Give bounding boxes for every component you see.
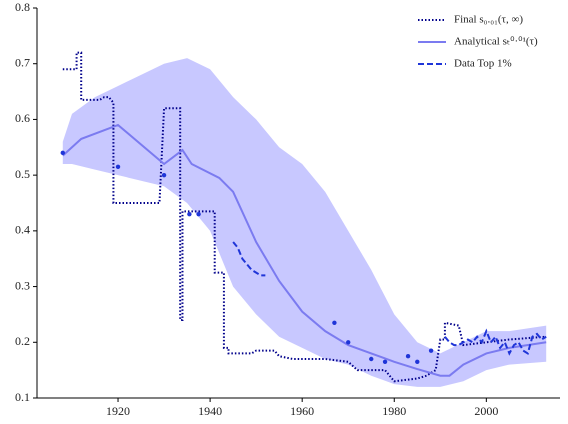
x-tick-label: 1980 [382,404,406,418]
data-point [369,356,374,362]
data-point [428,348,434,353]
x-tick-label: 2000 [474,404,498,418]
data-point [382,359,388,364]
x-tick-label: 1920 [106,404,130,418]
legend: Final s₀.₀₁(τ, ∞) Analytical sₜ⁰·⁰¹(τ) Dat… [418,14,538,70]
series-line [232,241,266,277]
data-point [196,211,201,217]
data-point [187,211,192,217]
data-point [115,164,121,169]
confidence-band [62,58,547,387]
x-tick-label: 1960 [290,404,314,418]
data-point [161,172,167,178]
series-line [62,51,547,383]
data-point [415,359,420,364]
y-tick-label: 0.7 [15,55,30,69]
y-tick-label: 0.6 [15,111,30,125]
y-tick-label: 0.4 [15,223,30,237]
data-point [346,340,351,345]
y-tick-label: 0.5 [15,167,30,181]
legend-label: Data Top 1% [454,58,512,70]
x-tick-label: 1940 [198,404,222,418]
series-line [62,123,547,377]
data-point [405,354,411,359]
legend-label: Final s₀.₀₁(τ, ∞) [454,14,523,26]
legend-label: Analytical sₜ⁰·⁰¹(τ) [454,36,538,48]
y-tick-label: 0.3 [15,278,30,292]
y-tick-label: 0.2 [15,334,30,348]
data-point [60,150,65,156]
y-tick-label: 0.8 [15,0,30,14]
data-point [332,320,337,325]
series-line [444,328,547,356]
y-tick-label: 0.1 [15,390,30,404]
